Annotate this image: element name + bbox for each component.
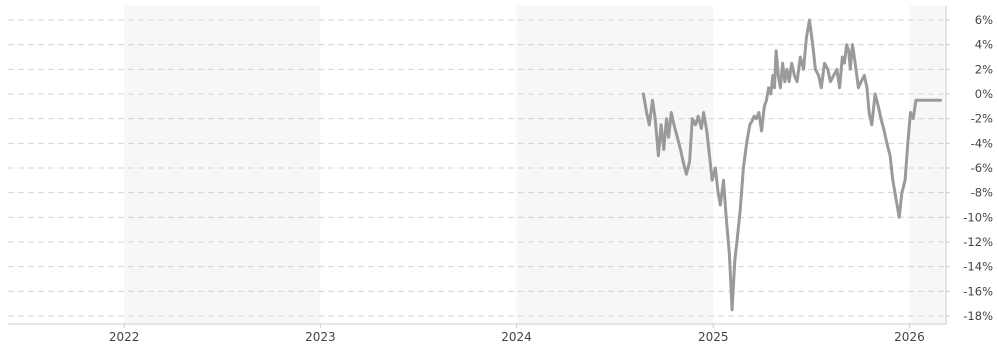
y-tick-label: -8% — [971, 186, 993, 200]
x-tick-label-2026: 2026 — [894, 330, 925, 344]
y-tick-label: 0% — [975, 87, 993, 101]
x-tick-labels: 2022 2023 2024 2025 2026 — [109, 324, 925, 344]
y-tick-label: 2% — [975, 62, 993, 76]
year-band-2022 — [124, 6, 321, 324]
y-tick-label: 6% — [975, 13, 993, 27]
x-tick-label-2025: 2025 — [698, 330, 729, 344]
y-tick-label: -18% — [963, 309, 993, 323]
y-tick-label: -12% — [963, 235, 993, 249]
y-tick-labels: 6% 4% 2% 0% -2% -4% -6% -8% -10% -12% -14% -16% -18% — [963, 13, 993, 323]
y-tick-label: -6% — [971, 161, 993, 175]
y-tick-label: 4% — [975, 38, 993, 52]
y-tick-label: -4% — [971, 136, 993, 150]
y-tick-label: -2% — [971, 112, 993, 126]
y-tick-label: -14% — [963, 260, 993, 274]
x-tick-label-2024: 2024 — [501, 330, 532, 344]
year-band-2026 — [909, 6, 946, 324]
x-tick-label-2023: 2023 — [305, 330, 336, 344]
year-band-2024 — [516, 6, 714, 324]
y-tick-label: -16% — [963, 284, 993, 298]
series-line — [641, 18, 943, 312]
y-tick-label: -10% — [963, 210, 993, 224]
x-tick-label-2022: 2022 — [109, 330, 140, 344]
year-bands — [124, 6, 946, 324]
